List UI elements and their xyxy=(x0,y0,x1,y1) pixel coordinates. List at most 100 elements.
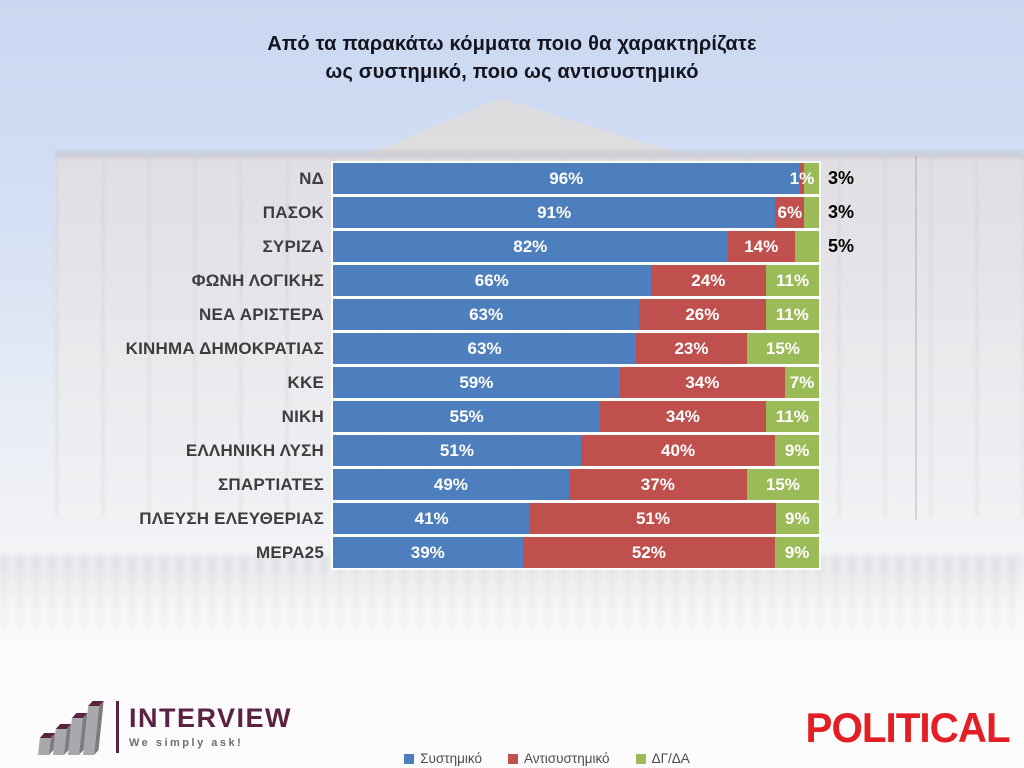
bar-segment: 41% xyxy=(333,503,531,534)
value-label: 24% xyxy=(691,271,726,290)
bar-segment: 63% xyxy=(333,299,640,330)
value-label: 63% xyxy=(469,305,504,324)
chart-row: ΠΛΕΥΣΗ ΕΛΕΥΘΕΡΙΑΣ 41% 51% 9% xyxy=(12,503,1012,534)
value-label: 63% xyxy=(467,339,502,358)
stacked-bar: 96% 1% 3% xyxy=(333,163,854,194)
category-label: ΣΥΡΙΖΑ xyxy=(262,236,324,256)
value-label: 82% xyxy=(513,237,548,256)
stacked-bar: 51% 40% 9% xyxy=(333,435,819,466)
value-label: 96% xyxy=(549,169,584,188)
value-label: 34% xyxy=(685,373,720,392)
value-label-outside: 5% xyxy=(828,236,855,256)
chart-row: ΚΙΝΗΜΑ ΔΗΜΟΚΡΑΤΙΑΣ 63% 23% 15% xyxy=(12,333,1012,364)
bar-segment: 9% xyxy=(775,537,819,568)
value-label: 6% xyxy=(777,203,803,222)
category-label: ΣΠΑΡΤΙΑΤΕΣ xyxy=(218,474,324,494)
value-label: 59% xyxy=(459,373,494,392)
category-label: ΠΛΕΥΣΗ ΕΛΕΥΘΕΡΙΑΣ xyxy=(139,508,324,528)
bar-segment: 55% xyxy=(333,401,601,432)
chart-row: ΝΙΚΗ 55% 34% 11% xyxy=(12,401,1012,432)
bar-segment: 82% xyxy=(333,231,728,262)
stacked-bar: 63% 26% 11% xyxy=(333,299,819,330)
stacked-bar: 55% 34% 11% xyxy=(333,401,819,432)
interview-tagline: We simply ask! xyxy=(129,737,244,749)
value-label: 11% xyxy=(775,407,809,426)
stacked-bar: 59% 34% 7% xyxy=(333,367,819,398)
value-label: 14% xyxy=(744,237,779,256)
category-label: ΠΑΣΟΚ xyxy=(262,202,324,222)
chart-row: ΦΩΝΗ ΛΟΓΙΚΗΣ 66% 24% 11% xyxy=(12,265,1012,296)
legend-swatch xyxy=(404,753,415,764)
interview-logo: INTERVIEW We simply ask! xyxy=(34,698,292,756)
value-label: 55% xyxy=(449,407,484,426)
bar-segment: 1% xyxy=(790,163,814,194)
stacked-bar: 49% 37% 15% xyxy=(333,469,819,500)
value-label: 66% xyxy=(474,271,509,290)
interview-logo-text: INTERVIEW xyxy=(129,703,293,733)
stacked-bar: 66% 24% 11% xyxy=(333,265,819,296)
bar-segment: 66% xyxy=(333,265,651,296)
bar-segment: 37% xyxy=(568,469,747,500)
bar-segment xyxy=(804,197,819,228)
political-logo: POLITICAL xyxy=(805,704,1011,751)
bar-segment: 11% xyxy=(766,265,819,296)
interview-bars-icon xyxy=(38,701,104,755)
building-roofline xyxy=(55,150,1024,160)
interview-logo-divider xyxy=(116,701,119,753)
bar-segment: 49% xyxy=(333,469,569,500)
category-label: ΝΙΚΗ xyxy=(281,406,324,426)
category-label: ΚΙΝΗΜΑ ΔΗΜΟΚΡΑΤΙΑΣ xyxy=(125,338,324,358)
value-label-outside: 3% xyxy=(828,168,855,188)
value-label-outside: 3% xyxy=(828,202,855,222)
legend-label: Συστημικό xyxy=(420,751,482,766)
value-label: 51% xyxy=(635,509,670,528)
category-label: ΕΛΛΗΝΙΚΗ ΛΥΣΗ xyxy=(185,440,324,460)
bar-segment: 40% xyxy=(580,435,776,466)
value-label: 41% xyxy=(414,509,449,528)
value-label: 9% xyxy=(784,543,810,562)
value-label: 26% xyxy=(685,305,720,324)
bar-segment: 24% xyxy=(650,265,767,296)
chart-row: ΝΔ 96% 1% 3% xyxy=(12,163,1012,194)
category-label: ΚΚΕ xyxy=(287,372,324,392)
stacked-bar: 41% 51% 9% xyxy=(333,503,819,534)
value-label: 40% xyxy=(661,441,696,460)
bar-segment: 34% xyxy=(619,367,785,398)
bar-segment: 15% xyxy=(746,469,819,500)
chart-title: Από τα παρακάτω κόμματα ποιο θα χαρακτηρ… xyxy=(267,33,757,83)
legend-item: Αντισυστημικό xyxy=(507,751,610,766)
value-label: 11% xyxy=(775,305,809,324)
bar-segment: 39% xyxy=(333,537,523,568)
category-label: ΝΔ xyxy=(299,168,324,188)
bar-segment: 23% xyxy=(636,333,747,364)
chart-row: ΣΠΑΡΤΙΑΤΕΣ 49% 37% 15% xyxy=(12,469,1012,500)
legend-label: Αντισυστημικό xyxy=(523,751,610,766)
value-label: 15% xyxy=(765,339,800,358)
bar-segment: 14% xyxy=(727,231,795,262)
chart-row: ΣΥΡΙΖΑ 82% 14% 5% xyxy=(12,231,1012,262)
value-label: 23% xyxy=(674,339,709,358)
legend-label: ΔΓ/ΔΑ xyxy=(651,751,690,766)
bar-segment: 9% xyxy=(775,435,819,466)
stacked-bar-chart: ΝΔ 96% 1% 3% ΠΑΣΟΚ 91% 6% 3% ΣΥΡΙΖΑ 82% 14% 5% ΦΩΝΗ … xyxy=(12,163,1012,766)
bar-segment: 11% xyxy=(765,401,819,432)
bar-segment: 63% xyxy=(333,333,637,364)
category-label: ΝΕΑ ΑΡΙΣΤΕΡΑ xyxy=(198,304,324,324)
bar-segment: 96% xyxy=(333,163,800,194)
stacked-bar: 91% 6% 3% xyxy=(333,197,854,228)
category-label: ΜΕΡΑ25 xyxy=(256,542,324,562)
bar-segment xyxy=(804,163,819,194)
bar-segment: 59% xyxy=(333,367,620,398)
value-label: 49% xyxy=(433,475,468,494)
value-label: 1% xyxy=(789,169,815,188)
value-label: 37% xyxy=(640,475,675,494)
bar-segment: 51% xyxy=(530,503,776,534)
value-label: 91% xyxy=(537,203,572,222)
chart-row: ΜΕΡΑ25 39% 52% 9% xyxy=(12,537,1012,568)
bar-segment: 51% xyxy=(333,435,581,466)
legend-swatch xyxy=(507,753,518,764)
legend-item: Συστημικό xyxy=(404,751,482,766)
chart-rows: ΝΔ 96% 1% 3% ΠΑΣΟΚ 91% 6% 3% ΣΥΡΙΖΑ 82% 14% 5% ΦΩΝΗ … xyxy=(12,163,1012,568)
value-label: 51% xyxy=(439,441,474,460)
